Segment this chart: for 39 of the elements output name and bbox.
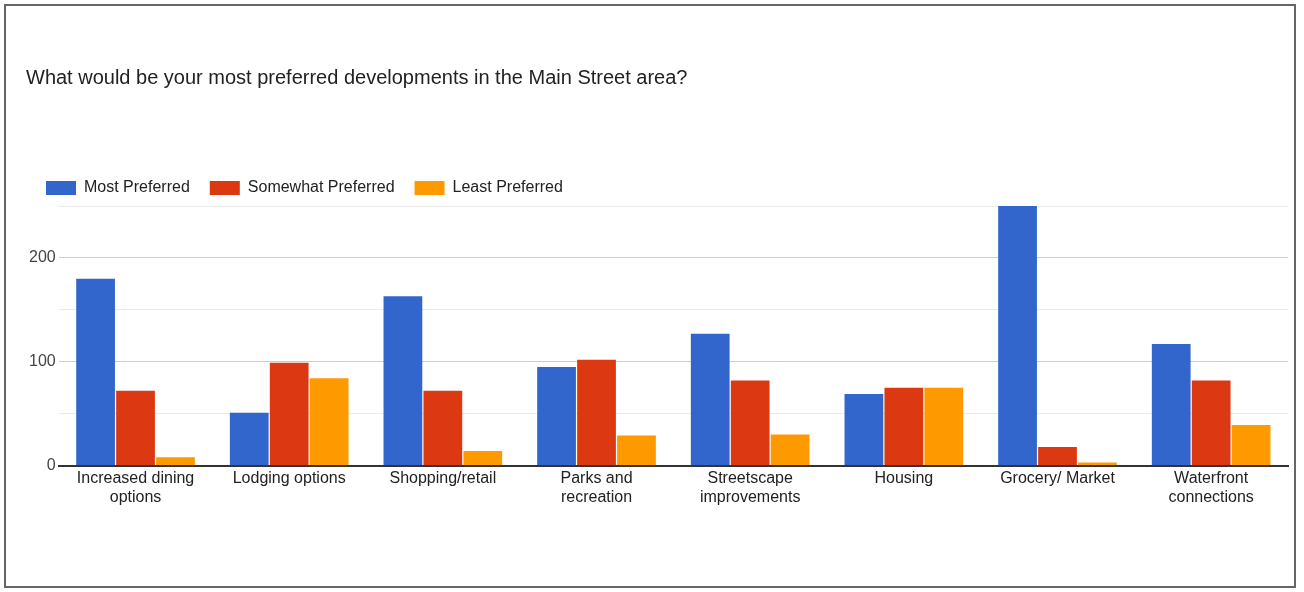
y-tick-label: 0	[46, 456, 56, 474]
bar	[730, 380, 770, 466]
bar	[463, 451, 503, 466]
x-tick-label: Increased dining options	[76, 468, 195, 505]
bar	[770, 434, 810, 466]
bar	[116, 390, 155, 466]
bar	[690, 333, 730, 466]
bar	[617, 435, 656, 466]
bar	[577, 359, 616, 466]
bar	[383, 296, 423, 466]
y-tick-label: 100	[28, 352, 56, 370]
bar	[924, 387, 964, 466]
bar	[1038, 446, 1077, 466]
x-tick-label: Housing	[874, 468, 934, 486]
x-tick-label: Lodging options	[232, 468, 346, 486]
chart-title: What would be your most preferred developments in the Main Street area?	[26, 65, 688, 88]
y-tick-label: 200	[28, 248, 56, 266]
bar	[156, 457, 195, 466]
bar	[1191, 380, 1231, 466]
legend-label: Least Preferred	[452, 178, 563, 196]
legend-label: Most Preferred	[84, 178, 190, 196]
bar	[1231, 425, 1271, 466]
bar	[998, 206, 1037, 466]
legend-label: Somewhat Preferred	[247, 178, 395, 196]
bar	[884, 387, 924, 466]
x-tick-label: Grocery/ Market	[1000, 468, 1116, 486]
bar	[1078, 462, 1117, 466]
x-tick-label: Shopping/retail	[389, 468, 497, 486]
bar	[1151, 344, 1191, 466]
bar	[309, 378, 349, 466]
bar	[229, 412, 269, 466]
x-tick-label: Streetscape improvements	[699, 468, 801, 505]
x-tick-label: Parks and recreation	[560, 468, 633, 505]
bar	[76, 278, 115, 466]
bar	[537, 366, 576, 466]
bar	[423, 390, 463, 466]
bar	[269, 362, 309, 466]
x-tick-label: Waterfront connections	[1168, 468, 1254, 505]
bar	[844, 393, 884, 466]
